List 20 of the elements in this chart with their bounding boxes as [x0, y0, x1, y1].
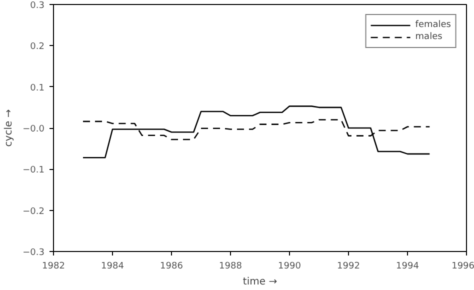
y-tick-label: −0.2 [22, 206, 45, 217]
legend-label: females [415, 19, 451, 31]
x-tick-label: 1984 [101, 262, 124, 272]
y-tick-label: −0.3 [22, 248, 45, 258]
x-tick-label: 1994 [396, 262, 420, 272]
x-tick-label: 1982 [42, 262, 65, 272]
y-tick-label: 0.3 [30, 1, 45, 11]
x-tick-label: 1990 [278, 262, 302, 272]
y-tick-label: 0.1 [30, 83, 45, 94]
x-axis-title: time → [242, 276, 278, 288]
y-tick-label: −0.1 [22, 166, 45, 176]
legend-label: males [415, 31, 442, 43]
x-tick-label: 1992 [337, 262, 360, 272]
y-tick-label: −0.0 [22, 124, 45, 134]
line-series [82, 106, 430, 158]
x-tick-label: 1986 [160, 262, 184, 272]
x-tick-label: 1996 [452, 262, 474, 272]
x-tick-label: 1988 [219, 262, 242, 272]
y-axis-title: cycle → [4, 109, 15, 147]
y-tick-label: 0.2 [30, 42, 45, 52]
